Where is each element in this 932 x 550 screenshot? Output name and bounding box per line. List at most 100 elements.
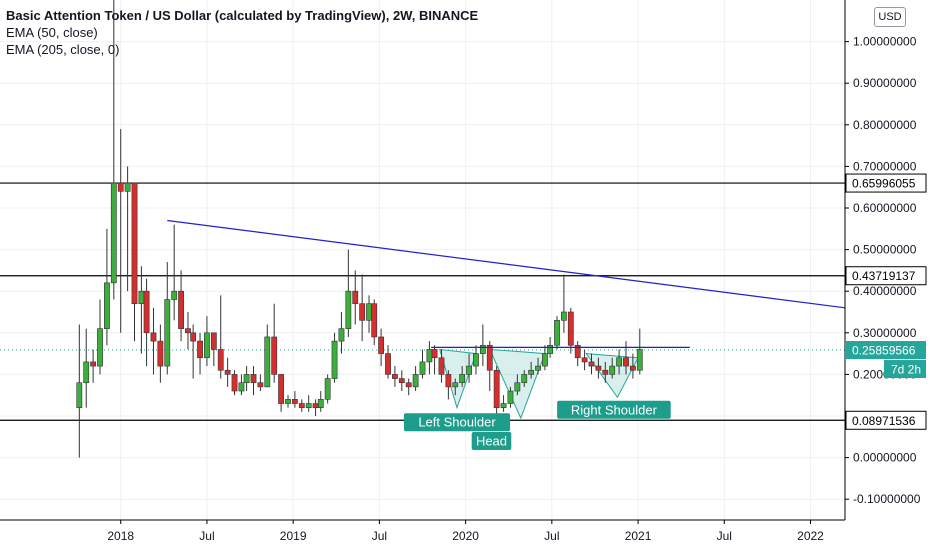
candle-body-down xyxy=(398,378,405,384)
countdown-text: 7d 2h xyxy=(891,363,921,377)
level-tag-box xyxy=(845,173,927,193)
symbol-title[interactable]: Basic Attention Token / US Dollar (calcu… xyxy=(6,8,479,23)
descending-trendline xyxy=(167,219,846,309)
annotation-text: Left Shoulder xyxy=(418,415,496,430)
candle-body-down xyxy=(185,328,191,334)
candle-body-up xyxy=(459,374,466,384)
candle-body-down xyxy=(629,365,636,371)
candle-body-down xyxy=(595,365,602,371)
candle-body-up xyxy=(110,182,117,284)
candle-body-down xyxy=(378,336,385,354)
candle-body-up xyxy=(479,344,486,354)
level-tag-box xyxy=(845,266,927,286)
candle-body-down xyxy=(588,361,595,367)
candle-body-up xyxy=(636,349,643,371)
candle-body-down xyxy=(197,340,203,359)
candle-body-up xyxy=(345,290,352,329)
indicator-ema-205[interactable]: EMA (205, close, 0) xyxy=(6,42,120,57)
candle-body-up xyxy=(305,403,312,408)
candle-body-up xyxy=(97,328,103,367)
candle-body-up xyxy=(243,374,250,384)
candle-body-down xyxy=(271,336,278,375)
candle-body-down xyxy=(371,303,378,338)
candle-body-down xyxy=(117,182,124,192)
price-tick-label: 0.40000000 xyxy=(853,284,917,298)
candle-body-up xyxy=(124,182,131,192)
candle-body-up xyxy=(466,365,472,375)
candle-body-up xyxy=(426,349,433,363)
countdown-box xyxy=(884,360,926,379)
time-tick-label: 2022 xyxy=(797,529,824,543)
currency-button[interactable]: USD xyxy=(874,7,906,27)
candle-body-down xyxy=(352,290,359,304)
candle-body-down xyxy=(131,182,138,304)
candle-body-down xyxy=(298,403,305,408)
plot-area xyxy=(0,0,845,520)
annotation-box xyxy=(471,431,512,450)
candle-body-up xyxy=(317,399,324,408)
candle-body-up xyxy=(616,357,622,367)
candle-body-up xyxy=(412,374,419,388)
candle-body-down xyxy=(359,303,366,321)
candle-body-down xyxy=(486,344,493,371)
price-tick-label: 0.90000000 xyxy=(853,76,917,90)
candle-body-up xyxy=(473,353,479,367)
price-tick-label: 0.70000000 xyxy=(853,159,917,173)
indicator-ema-50[interactable]: EMA (50, close) xyxy=(6,25,98,40)
time-tick-label: 2021 xyxy=(625,529,652,543)
candle-body-down xyxy=(445,374,452,388)
candle-body-down xyxy=(385,353,391,375)
candle-body-up xyxy=(452,382,459,388)
annotation-text: Head xyxy=(476,433,507,448)
candle-body-down xyxy=(438,357,445,375)
candle-body-down xyxy=(157,340,164,367)
candle-body-down xyxy=(405,382,412,388)
candle-body-up xyxy=(164,299,171,367)
candle-body-up xyxy=(285,399,291,404)
current-price-tag: 0.25859566 7d 2h xyxy=(846,341,926,379)
time-tick-label: Jul xyxy=(717,529,732,543)
candle-body-up xyxy=(366,303,372,321)
level-tag-box xyxy=(845,410,927,430)
level-price-tag: 0.65996055 xyxy=(845,173,927,193)
candle-body-up xyxy=(138,290,145,304)
candle-body-up xyxy=(542,353,548,367)
candle-body-up xyxy=(264,336,271,388)
candle-body-up xyxy=(554,320,560,346)
candle-body-up xyxy=(104,282,110,329)
chart-legend: Basic Attention Token / US Dollar (calcu… xyxy=(6,7,478,58)
time-tick-label: Jul xyxy=(199,529,214,543)
candle-body-up xyxy=(507,390,514,404)
price-tick-label: 0.80000000 xyxy=(853,118,917,132)
current-price-box xyxy=(846,341,926,360)
price-tick-label: 0.30000000 xyxy=(853,326,917,340)
candle-body-up xyxy=(514,382,521,392)
annotation-label: Right Shoulder xyxy=(557,400,671,419)
candle-body-down xyxy=(493,369,500,408)
price-tick-label: -0.10000000 xyxy=(853,492,921,506)
candle-body-up xyxy=(238,382,245,392)
candle-body-up xyxy=(535,365,541,371)
candle-body-down xyxy=(150,332,157,342)
candle-body-up xyxy=(561,311,567,321)
candle-body-down xyxy=(581,357,588,363)
level-price-tag: 0.08971536 xyxy=(845,410,927,430)
annotation-label: Head xyxy=(471,431,512,450)
candle-body-down xyxy=(574,344,581,359)
candle-body-down xyxy=(210,332,217,350)
candle-body-up xyxy=(609,365,616,375)
candle-body-down xyxy=(278,374,284,404)
candle-body-down xyxy=(224,369,231,375)
current-price-text: 0.25859566 xyxy=(852,344,916,358)
level-tag-text: 0.65996055 xyxy=(852,177,916,191)
candle-body-down xyxy=(178,290,184,329)
candle-body-up xyxy=(521,374,528,384)
candle-body-up xyxy=(500,403,507,408)
price-tick-label: 0.50000000 xyxy=(853,243,917,257)
candle-body-up xyxy=(547,344,554,354)
candle-body-down xyxy=(312,403,319,408)
time-tick-label: Jul xyxy=(544,529,559,543)
level-tag-text: 0.08971536 xyxy=(852,414,916,428)
